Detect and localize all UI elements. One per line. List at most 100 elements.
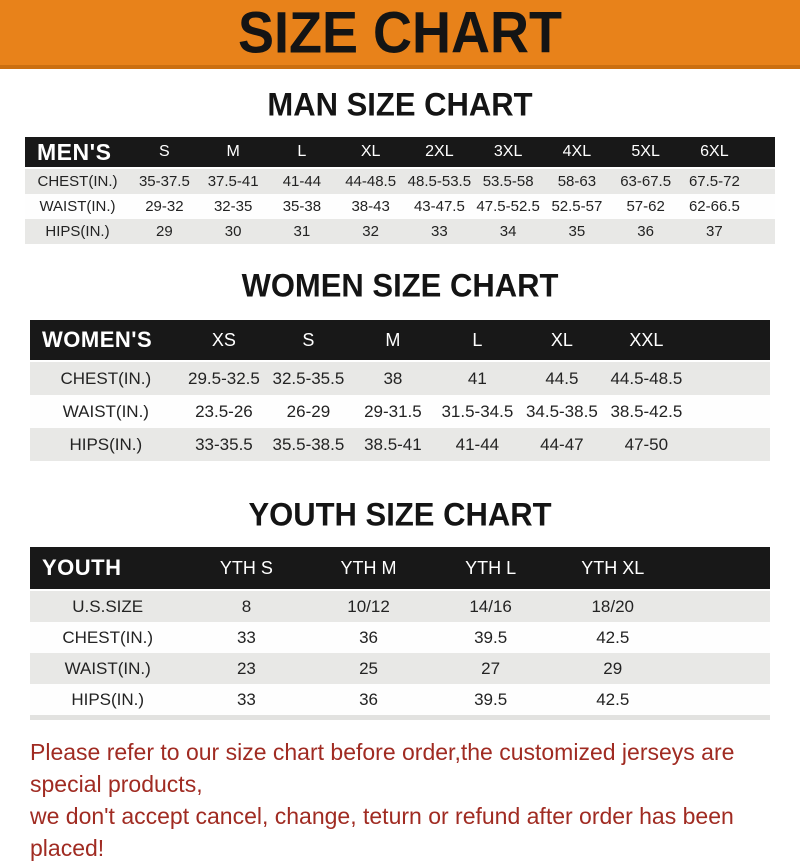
youth-measurement-value: 18/20 <box>551 590 674 622</box>
men-measurement-value: 33 <box>405 219 474 244</box>
order-note: Please refer to our size chart before or… <box>30 736 800 864</box>
men-row-label: HIPS(IN.) <box>25 219 130 244</box>
header-filler-cell <box>673 547 770 591</box>
youth-measurement-row: CHEST(IN.) 33 36 39.5 42.5 <box>30 622 770 653</box>
men-size-column-header: 6XL <box>680 137 749 169</box>
youth-measurement-value: 29 <box>551 653 674 684</box>
men-size-column-header: 4XL <box>542 137 612 169</box>
men-measurement-value: 35 <box>542 219 612 244</box>
women-row-label: CHEST(IN.) <box>30 361 182 395</box>
size-chart-sections: MAN SIZE CHART MEN'S S M L XL 2XL 3XL 4XL 5XL 6XL C… <box>0 86 800 720</box>
women-measurement-value: 47-50 <box>604 428 689 461</box>
youth-size-column-header: YTH M <box>307 547 430 591</box>
youth-measurement-value: 27 <box>429 653 552 684</box>
men-section-heading: MAN SIZE CHART <box>267 86 533 123</box>
men-measurement-value: 47.5-52.5 <box>473 194 543 219</box>
youth-row-label: WAIST(IN.) <box>30 653 186 684</box>
men-measurement-row: WAIST(IN.) 29-32 32-35 35-38 38-43 43-47.5 47.… <box>25 194 775 219</box>
women-measurement-row: WAIST(IN.) 23.5-26 26-29 29-31.5 31.5-34.5 34… <box>30 395 770 428</box>
women-measurement-value: 44-47 <box>519 428 605 461</box>
page-title: SIZE CHART <box>238 0 562 65</box>
women-measurement-value: 33-35.5 <box>181 428 267 461</box>
men-measurement-value: 44-48.5 <box>336 168 405 194</box>
women-measurement-value: 38.5-41 <box>350 428 436 461</box>
men-header-label: MEN'S <box>25 137 130 169</box>
youth-measurement-value: 36 <box>307 622 430 653</box>
youth-row-label: HIPS(IN.) <box>30 684 186 718</box>
women-size-column-header: S <box>266 320 351 362</box>
row-filler-cell <box>673 653 770 684</box>
women-measurement-row: HIPS(IN.) 33-35.5 35.5-38.5 38.5-41 41-44 44-… <box>30 428 770 461</box>
women-measurement-value: 31.5-34.5 <box>435 395 520 428</box>
row-filler-cell <box>673 684 770 718</box>
women-size-column-header: M <box>350 320 436 362</box>
men-measurement-row: CHEST(IN.) 35-37.5 37.5-41 41-44 44-48.5 48.5… <box>25 168 775 194</box>
order-note-line-2: we don't accept cancel, change, teturn o… <box>30 803 734 861</box>
youth-size-column-header: YTH S <box>185 547 308 591</box>
youth-size-column-header: YTH L <box>429 547 552 591</box>
row-filler-cell <box>673 590 770 622</box>
youth-measurement-value: 39.5 <box>429 622 552 653</box>
women-size-column-header: XXL <box>604 320 689 362</box>
women-measurement-value: 38 <box>350 361 436 395</box>
men-measurement-value: 58-63 <box>542 168 612 194</box>
men-measurement-value: 43-47.5 <box>405 194 474 219</box>
youth-measurement-row: U.S.SIZE 8 10/12 14/16 18/20 <box>30 590 770 622</box>
youth-measurement-value: 25 <box>307 653 430 684</box>
women-measurement-value: 41-44 <box>435 428 520 461</box>
women-measurement-value: 44.5 <box>519 361 605 395</box>
men-row-label: CHEST(IN.) <box>25 168 130 194</box>
men-size-column-header: 5XL <box>611 137 680 169</box>
youth-measurement-value: 10/12 <box>307 590 430 622</box>
women-measurement-value: 23.5-26 <box>181 395 267 428</box>
women-measurement-value: 35.5-38.5 <box>266 428 351 461</box>
men-size-column-header: 3XL <box>473 137 543 169</box>
youth-row-label: U.S.SIZE <box>30 590 186 622</box>
women-size-column-header: XL <box>519 320 605 362</box>
women-size-column-header: L <box>435 320 520 362</box>
youth-measurement-value: 23 <box>185 653 308 684</box>
row-filler-cell <box>673 622 770 653</box>
youth-section-heading: YOUTH SIZE CHART <box>248 496 552 533</box>
women-row-label: HIPS(IN.) <box>30 428 182 461</box>
men-measurement-value: 35-38 <box>267 194 337 219</box>
men-measurement-value: 41-44 <box>267 168 337 194</box>
men-row-label: WAIST(IN.) <box>25 194 130 219</box>
youth-measurement-value: 42.5 <box>551 684 674 718</box>
women-measurement-value: 44.5-48.5 <box>604 361 689 395</box>
men-measurement-value: 29 <box>130 219 199 244</box>
youth-row-label: CHEST(IN.) <box>30 622 186 653</box>
youth-measurement-value: 8 <box>185 590 308 622</box>
youth-measurement-value: 36 <box>307 684 430 718</box>
row-filler-cell <box>748 219 775 244</box>
men-measurement-value: 48.5-53.5 <box>405 168 474 194</box>
men-measurement-value: 38-43 <box>336 194 405 219</box>
women-measurement-row: CHEST(IN.) 29.5-32.5 32.5-35.5 38 41 44.5 44.5… <box>30 361 770 395</box>
men-measurement-value: 62-66.5 <box>680 194 749 219</box>
women-size-column-header: XS <box>181 320 267 362</box>
header-filler-cell <box>748 137 775 169</box>
women-measurement-value: 34.5-38.5 <box>519 395 605 428</box>
men-size-column-header: 2XL <box>405 137 474 169</box>
men-size-column-header: L <box>267 137 337 169</box>
men-measurement-value: 29-32 <box>130 194 199 219</box>
youth-measurement-row: WAIST(IN.) 23 25 27 29 <box>30 653 770 684</box>
youth-size-column-header: YTH XL <box>551 547 674 591</box>
men-measurement-value: 37 <box>680 219 749 244</box>
men-size-section: MAN SIZE CHART MEN'S S M L XL 2XL 3XL 4XL 5XL 6XL C… <box>0 86 800 244</box>
men-measurement-row: HIPS(IN.) 29 30 31 32 33 34 35 36 37 <box>25 219 775 244</box>
row-filler-cell <box>748 194 775 219</box>
men-measurement-value: 36 <box>611 219 680 244</box>
women-header-row: WOMEN'S XS S M L XL XXL <box>30 320 770 362</box>
row-filler-cell <box>688 428 770 461</box>
banner: SIZE CHART <box>0 0 800 69</box>
youth-measurement-value: 33 <box>185 622 308 653</box>
men-measurement-value: 53.5-58 <box>473 168 543 194</box>
men-size-column-header: M <box>198 137 268 169</box>
men-measurement-value: 67.5-72 <box>680 168 749 194</box>
row-filler-cell <box>688 395 770 428</box>
youth-header-row: YOUTH YTH S YTH M YTH L YTH XL <box>30 547 770 591</box>
women-measurement-value: 29-31.5 <box>350 395 436 428</box>
row-filler-cell <box>748 168 775 194</box>
